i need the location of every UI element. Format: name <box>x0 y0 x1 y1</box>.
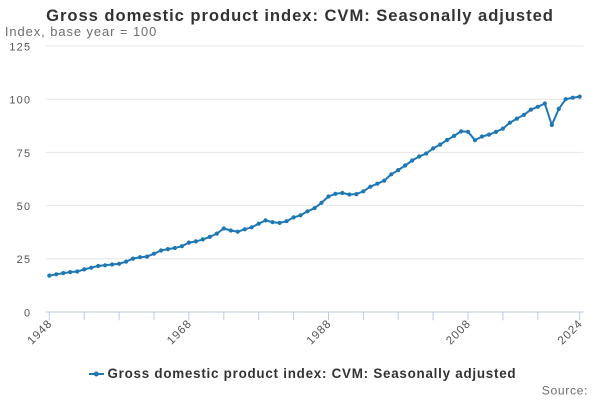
svg-text:100: 100 <box>9 95 31 107</box>
svg-text:0: 0 <box>24 307 31 319</box>
svg-text:125: 125 <box>9 41 31 53</box>
svg-text:Gross domestic product index:: Gross domestic product index: CVM: Seaso… <box>108 366 517 381</box>
svg-text:Gross domestic product index:: Gross domestic product index: CVM: Seaso… <box>46 6 554 25</box>
svg-text:Index, base year = 100: Index, base year = 100 <box>5 24 157 39</box>
svg-text:75: 75 <box>17 148 32 160</box>
svg-text:25: 25 <box>17 254 32 266</box>
svg-text:Source:: Source: <box>542 384 588 398</box>
svg-text:50: 50 <box>17 201 32 213</box>
